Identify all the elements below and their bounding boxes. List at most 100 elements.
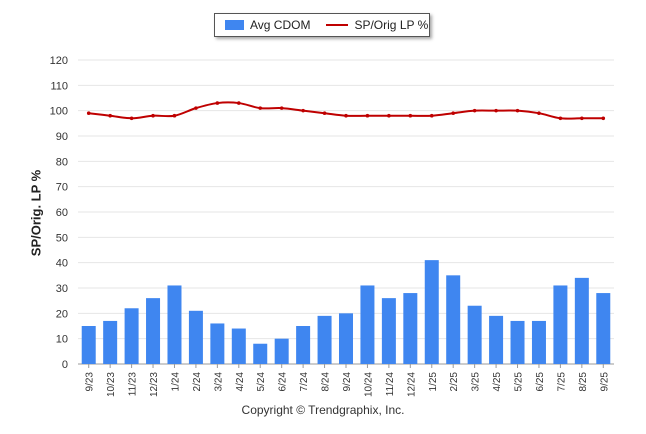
line-point: [408, 113, 413, 118]
y-tick-label: 80: [56, 156, 68, 168]
bar: [231, 328, 246, 364]
line-point: [108, 113, 112, 118]
x-tick-label: 1/25: [428, 372, 439, 392]
bar: [381, 298, 396, 364]
line-point: [194, 106, 198, 110]
line-point: [537, 111, 541, 115]
legend-label-avg-cdom: Avg CDOM: [250, 18, 311, 32]
y-tick-label: 120: [50, 55, 68, 67]
line-point: [558, 116, 563, 121]
x-tick-label: 6/24: [278, 372, 289, 392]
bar: [81, 326, 96, 364]
x-tick-label: 12/23: [149, 372, 160, 397]
x-tick-label: 7/24: [299, 372, 310, 392]
copyright-text: Copyright © Trendgraphix, Inc.: [241, 403, 405, 417]
y-tick-label: 20: [56, 308, 68, 320]
legend-item-avg-cdom[interactable]: Avg CDOM: [215, 18, 310, 32]
x-tick-label: 7/25: [556, 372, 567, 392]
line-point: [279, 106, 284, 110]
bar: [167, 285, 182, 364]
x-tick-label: 4/24: [235, 372, 246, 392]
x-tick-label: 8/25: [578, 372, 589, 392]
line-point: [129, 116, 134, 121]
line-point: [172, 113, 177, 118]
line-point: [365, 113, 370, 118]
bar: [446, 275, 461, 364]
x-tick-label: 9/24: [342, 372, 353, 392]
line-point: [601, 116, 606, 121]
legend-swatch-line: [326, 24, 349, 26]
y-tick-label: 10: [56, 334, 68, 346]
y-tick-label: 50: [56, 232, 68, 244]
line-point: [494, 108, 498, 113]
x-tick-label: 5/24: [256, 372, 267, 392]
chart-legend: Avg CDOM SP/Orig LP %: [214, 13, 430, 37]
x-tick-label: 4/25: [492, 372, 503, 392]
bar: [403, 293, 418, 364]
x-tick-label: 10/24: [363, 372, 374, 397]
line-point: [344, 113, 348, 118]
bar-series: [81, 260, 611, 364]
x-tick-label: 3/25: [471, 372, 482, 392]
line-point: [151, 113, 155, 118]
line-point: [472, 108, 477, 113]
line-point: [451, 111, 456, 115]
x-tick-label: 9/23: [85, 372, 96, 392]
x-tick-label: 1/24: [170, 372, 181, 392]
x-tick-label: 5/25: [514, 372, 525, 392]
y-tick-label: 90: [56, 131, 68, 143]
y-axis-ticks: 0 10 20 30 40 50 60 70 80 90 100 110 120: [50, 55, 68, 371]
line-point: [86, 111, 91, 115]
bar: [489, 315, 504, 364]
x-tick-label: 11/24: [385, 372, 396, 397]
y-tick-label: 100: [50, 106, 68, 118]
x-tick-label: 2/25: [449, 372, 460, 392]
y-tick-label: 0: [62, 359, 68, 371]
line-point: [258, 106, 263, 110]
x-axis-ticks: 9/23 10/23 11/23 12/23 1/24 2/24 3/24 4/24 5/24 6…: [85, 364, 610, 397]
bar: [467, 305, 482, 364]
bar: [596, 293, 611, 364]
bar: [574, 277, 589, 364]
bar: [274, 338, 289, 364]
x-tick-label: 11/23: [128, 372, 139, 397]
x-tick-label: 12/24: [406, 372, 417, 397]
bar: [188, 310, 203, 364]
x-tick-label: 3/24: [213, 372, 224, 392]
legend-swatch-bar: [225, 20, 244, 30]
line-point: [322, 111, 327, 115]
bar: [253, 343, 268, 364]
bar: [553, 285, 568, 364]
bar: [124, 308, 139, 364]
y-tick-label: 60: [56, 207, 68, 219]
x-tick-label: 2/24: [192, 372, 203, 392]
bar: [296, 326, 311, 364]
line-point: [215, 101, 220, 105]
bar: [424, 260, 439, 364]
line-point: [515, 108, 520, 113]
bar: [360, 285, 375, 364]
x-tick-label: 10/23: [106, 372, 117, 397]
bar: [510, 320, 525, 364]
line-point: [580, 116, 584, 121]
bar: [210, 323, 225, 364]
legend-item-sp-orig-lp[interactable]: SP/Orig LP %: [310, 18, 428, 32]
legend-label-sp-orig-lp: SP/Orig LP %: [354, 18, 429, 32]
line-point: [429, 113, 434, 118]
grid-lines: [78, 59, 614, 365]
bar: [317, 315, 332, 364]
x-tick-label: 6/25: [535, 372, 546, 392]
line-point: [301, 108, 305, 113]
y-tick-label: 30: [56, 283, 68, 295]
line-series: [86, 101, 606, 121]
bar: [146, 298, 161, 364]
x-tick-label: 9/25: [599, 372, 610, 392]
bar: [339, 313, 353, 364]
line-point: [387, 113, 391, 118]
x-tick-label: 8/24: [321, 372, 332, 392]
bar: [531, 320, 546, 364]
line-point: [237, 101, 241, 105]
y-tick-label: 110: [50, 80, 68, 92]
y-tick-label: 70: [56, 182, 68, 194]
